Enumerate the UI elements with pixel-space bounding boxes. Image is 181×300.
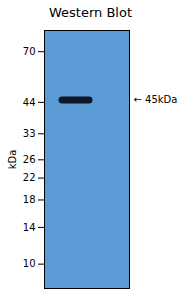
svg-text:33: 33 <box>23 128 36 139</box>
svg-text:← 45kDa: ← 45kDa <box>134 94 178 105</box>
svg-text:10: 10 <box>23 258 36 269</box>
svg-text:22: 22 <box>23 172 36 183</box>
svg-text:kDa: kDa <box>7 150 18 170</box>
svg-text:44: 44 <box>23 97 36 108</box>
html-text:Western Blot: Western Blot <box>49 5 132 20</box>
svg-text:26: 26 <box>23 154 36 165</box>
svg-text:18: 18 <box>23 194 36 205</box>
svg-text:14: 14 <box>23 222 36 233</box>
svg-text:70: 70 <box>23 46 36 57</box>
